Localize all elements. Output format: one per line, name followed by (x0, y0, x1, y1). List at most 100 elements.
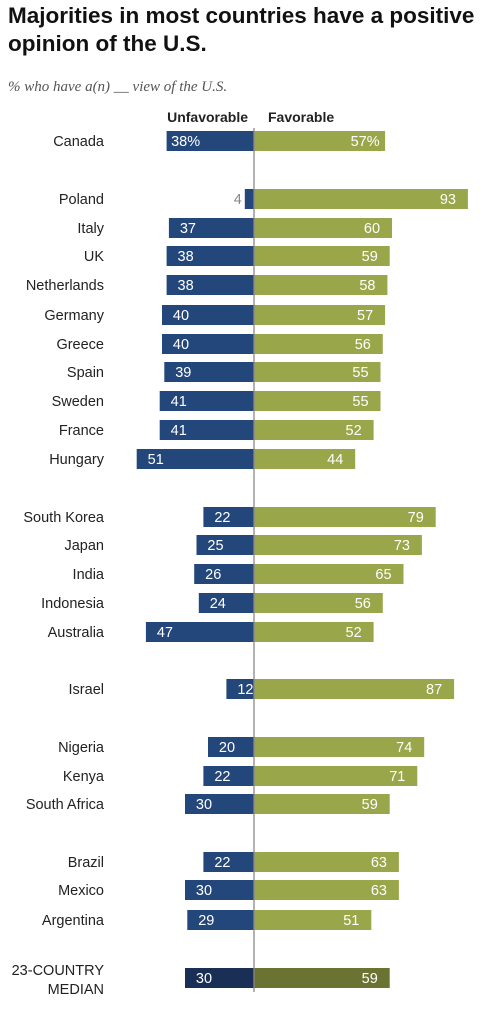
row-label: Argentina (42, 913, 105, 929)
chart-row: Mexico 30 63 (58, 880, 399, 900)
unfavorable-value-label: 30 (196, 971, 212, 987)
chart-title: Majorities in most countries have a posi… (8, 3, 475, 56)
unfavorable-bar (164, 362, 254, 382)
favorable-bar (254, 131, 386, 151)
favorable-value-label: 63 (371, 883, 387, 899)
favorable-bar (254, 362, 381, 382)
row-label: Indonesia (41, 596, 105, 612)
unfavorable-value-label: 22 (214, 769, 230, 785)
unfavorable-value-label: 38 (178, 278, 194, 294)
unfavorable-bar (166, 131, 254, 151)
favorable-bar (254, 391, 381, 411)
favorable-bar (254, 593, 383, 613)
row-label: Greece (56, 337, 104, 353)
chart-row: Poland 4 93 (59, 189, 468, 209)
unfavorable-value-label: 22 (214, 510, 230, 526)
favorable-value-label: 52 (346, 423, 362, 439)
unfavorable-bar (203, 766, 254, 786)
unfavorable-value-label: 12 (237, 682, 253, 698)
unfavorable-bar (203, 852, 254, 872)
favorable-value-label: 65 (375, 567, 391, 583)
favorable-value-label: 56 (355, 596, 371, 612)
chart-row: Greece 40 56 (56, 334, 383, 354)
favorable-value-label: 51 (343, 913, 359, 929)
unfavorable-bar (203, 507, 254, 527)
row-label: Nigeria (58, 740, 105, 756)
unfavorable-value-label: 4 (234, 192, 242, 208)
unfavorable-value-label: 39 (175, 365, 191, 381)
favorable-bar (254, 507, 436, 527)
favorable-bar (254, 420, 374, 440)
row-label: Japan (64, 538, 104, 554)
favorable-value-label: 57 (357, 308, 373, 324)
row-label: Canada (53, 134, 105, 150)
unfavorable-value-label: 30 (196, 883, 212, 899)
favorable-value-label: 59 (362, 249, 378, 265)
unfavorable-value-label: 26 (205, 567, 221, 583)
unfavorable-bar (185, 794, 254, 814)
row-label: Sweden (52, 394, 104, 410)
unfavorable-value-label: 24 (210, 596, 226, 612)
favorable-value-label: 74 (396, 740, 412, 756)
favorable-value-label: 63 (371, 855, 387, 871)
chart-row: France 41 52 (59, 420, 374, 440)
unfavorable-bar (159, 391, 254, 411)
chart-row: Brazil 22 63 (68, 852, 399, 872)
unfavorable-bar (159, 420, 254, 440)
favorable-value-label: 93 (440, 192, 456, 208)
unfavorable-bar (226, 679, 254, 699)
unfavorable-bar (145, 622, 254, 642)
favorable-bar (254, 449, 356, 469)
favorable-value-label: 55 (352, 394, 368, 410)
favorable-bar (254, 622, 374, 642)
unfavorable-value-label: 20 (219, 740, 235, 756)
row-label: Kenya (63, 769, 105, 785)
chart-row: Netherlands 38 58 (26, 275, 388, 295)
row-label: South Korea (23, 510, 105, 526)
favorable-value-label: 59 (362, 971, 378, 987)
unfavorable-value-label: 38 (178, 249, 194, 265)
favorable-bar (254, 679, 455, 699)
chart-row: Nigeria 20 74 (58, 737, 425, 757)
chart-row: Japan 25 73 (64, 535, 422, 555)
unfavorable-value-label: 40 (173, 308, 189, 324)
favorable-bar (254, 246, 390, 266)
favorable-value-label: 59 (362, 797, 378, 813)
unfavorable-value-label: 37 (180, 221, 196, 237)
row-label: Italy (77, 221, 104, 237)
row-label: Australia (48, 625, 105, 641)
unfavorable-bar (185, 968, 254, 988)
row-label: 23-COUNTRY MEDIAN (12, 963, 105, 998)
row-label: Spain (67, 365, 104, 381)
row-label: France (59, 423, 104, 439)
chart-row: South Korea 22 79 (23, 507, 436, 527)
favorable-value-label: 71 (389, 769, 405, 785)
unfavorable-value-label: 30 (196, 797, 212, 813)
favorable-value-label: 58 (359, 278, 375, 294)
unfavorable-bar (166, 246, 254, 266)
favorable-bar (254, 275, 388, 295)
favorable-bar (254, 794, 390, 814)
unfavorable-bar (244, 189, 254, 209)
unfavorable-value-label: 41 (171, 394, 187, 410)
favorable-bar (254, 305, 386, 325)
chart-row: 23-COUNTRY MEDIAN 30 59 (12, 963, 390, 998)
favorable-bar (254, 189, 468, 209)
favorable-bar (254, 880, 399, 900)
row-label: Israel (69, 682, 104, 698)
favorable-value-label: 55 (352, 365, 368, 381)
row-label: Poland (59, 192, 104, 208)
favorable-value-label: 79 (408, 510, 424, 526)
unfavorable-bar (162, 305, 254, 325)
row-label: Germany (44, 308, 104, 324)
unfavorable-bar (166, 275, 254, 295)
header-unfavorable: Unfavorable (167, 109, 248, 125)
chart-row: Hungary 51 44 (49, 449, 356, 469)
unfavorable-bar (168, 218, 254, 238)
chart-row: Indonesia 24 56 (41, 593, 383, 613)
favorable-bar (254, 852, 399, 872)
unfavorable-bar (187, 910, 254, 930)
chart-row: Kenya 22 71 (63, 766, 418, 786)
row-label: South Africa (26, 797, 105, 813)
